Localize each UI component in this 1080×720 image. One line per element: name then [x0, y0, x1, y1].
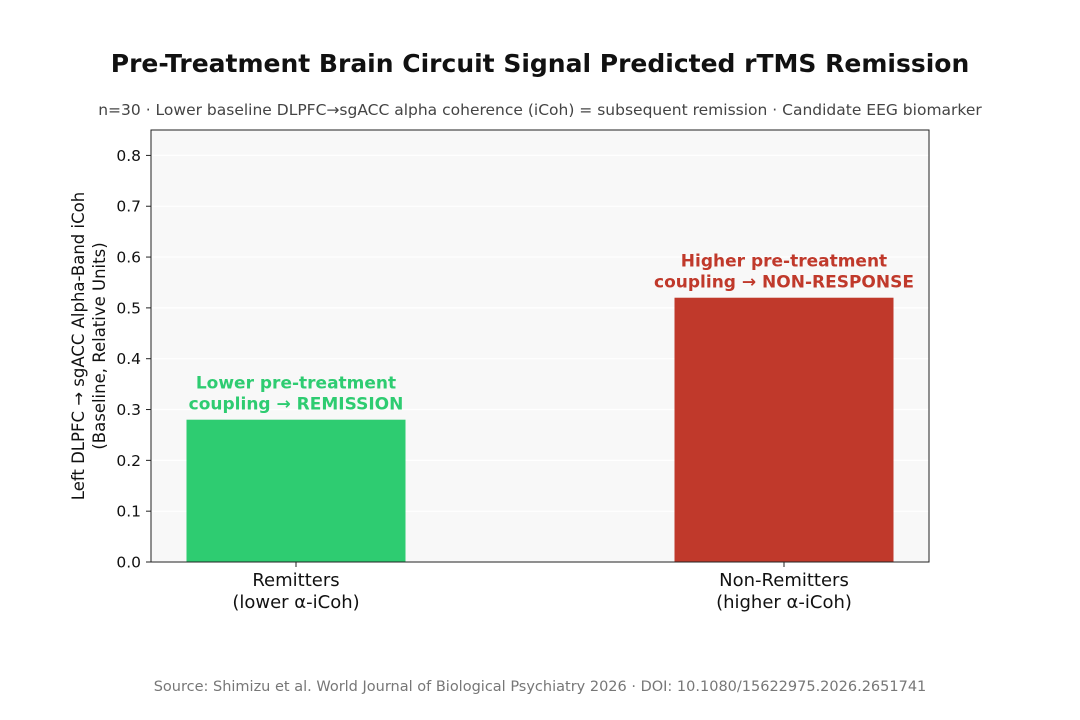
y-tick-label: 0.8: [116, 147, 141, 165]
chart-title: Pre-Treatment Brain Circuit Signal Predi…: [111, 49, 970, 78]
y-axis-label-line-1: Left DLPFC → sgACC Alpha-Band iCoh: [69, 192, 88, 500]
y-tick-label: 0.1: [116, 503, 141, 521]
y-tick-label: 0.6: [116, 249, 141, 267]
bar-annotation: Higher pre-treatment: [681, 252, 887, 272]
plot-frame: [150, 129, 930, 563]
y-axis-label: Left DLPFC → sgACC Alpha-Band iCoh (Base…: [69, 192, 109, 500]
x-tick-label: (lower α-iCoh): [232, 592, 359, 613]
bar: [186, 419, 406, 562]
bar: [674, 297, 894, 562]
chart-subtitle: n=30 · Lower baseline DLPFC→sgACC alpha …: [98, 101, 982, 119]
x-tick-label: Non-Remitters: [719, 570, 849, 591]
y-axis: 0.0 0.1 0.2 0.3 0.4 0.5 0.6 0.7 0.8: [116, 147, 151, 572]
y-tick-label: 0.7: [116, 198, 141, 216]
bars: [186, 297, 894, 562]
y-tick-label: 0.3: [116, 401, 141, 419]
source-footnote: Source: Shimizu et al. World Journal of …: [154, 679, 927, 695]
bar-annotation: coupling → REMISSION: [189, 395, 404, 415]
y-tick-label: 0.0: [116, 554, 141, 572]
x-tick-label: (higher α-iCoh): [716, 592, 852, 613]
x-axis: Remitters(lower α-iCoh) Non-Remitters(hig…: [232, 562, 852, 613]
bar-annotation: Lower pre-treatment: [196, 374, 396, 394]
y-tick-label: 0.5: [116, 299, 141, 317]
y-tick-label: 0.4: [116, 350, 141, 368]
bar-annotation: coupling → NON-RESPONSE: [654, 273, 914, 293]
y-axis-label-line-2: (Baseline, Relative Units): [90, 242, 109, 449]
x-tick-label: Remitters: [252, 570, 339, 591]
y-tick-label: 0.2: [116, 452, 141, 470]
